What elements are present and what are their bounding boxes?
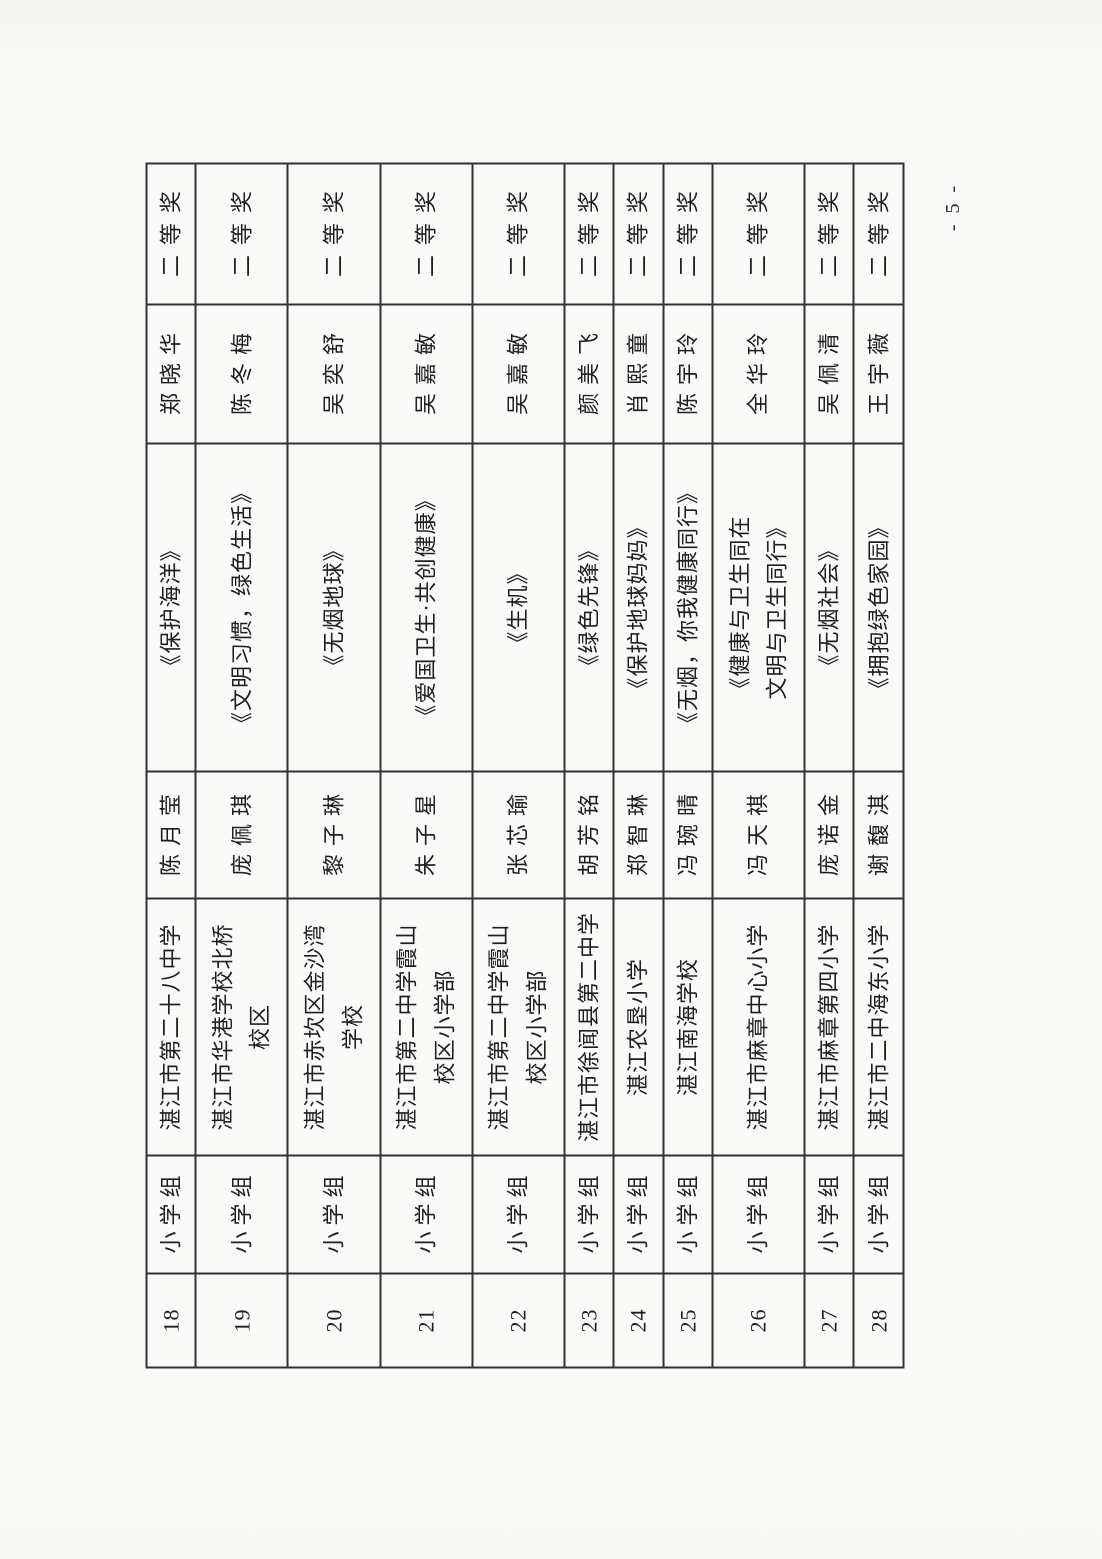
cell-work-title: 《生机》 <box>472 443 565 772</box>
cell-teacher: 吴奕舒 <box>287 304 381 444</box>
table-row: 25 小学组 湛江南海学校 冯琬晴 《无烟，你我健康同行》 陈宇玲 二等奖 <box>663 163 713 1368</box>
cell-group: 小学组 <box>380 1155 473 1274</box>
table-row: 27 小学组 湛江市麻章第四小学 庞诺金 《无烟社会》 吴佩清 二等奖 <box>804 163 854 1368</box>
cell-work-title: 《无烟社会》 <box>804 443 854 772</box>
cell-school: 湛江市麻章中心小学 <box>712 898 805 1156</box>
cell-award: 二等奖 <box>853 163 904 305</box>
cell-award: 二等奖 <box>472 163 565 305</box>
cell-school: 湛江南海学校 <box>663 898 713 1156</box>
cell-school: 湛江市二中海东小学 <box>853 898 904 1156</box>
cell-group: 小学组 <box>712 1155 805 1274</box>
cell-school: 湛江市赤坎区金沙湾 学校 <box>287 898 381 1156</box>
cell-teacher: 陈冬梅 <box>195 304 288 444</box>
cell-work-title: 《保护海洋》 <box>146 443 196 772</box>
cell-school: 湛江市第二中学霞山 校区小学部 <box>380 898 473 1156</box>
cell-group: 小学组 <box>564 1155 614 1274</box>
cell-work-title: 《文明习惯，绿色生活》 <box>195 443 288 772</box>
rotated-awards-table-container: 18 小学组 湛江市第二十八中学 陈月莹 《保护海洋》 郑晓华 二等奖 19 小学组 湛江市华港学… <box>146 163 905 1369</box>
cell-work-title: 《健康与卫生同在 文明与卫生同行》 <box>712 443 805 772</box>
cell-teacher: 郑晓华 <box>146 304 196 444</box>
cell-award: 二等奖 <box>380 163 473 305</box>
cell-serial-number: 21 <box>380 1273 473 1368</box>
cell-serial-number: 20 <box>287 1273 381 1368</box>
cell-award: 二等奖 <box>613 163 663 305</box>
cell-author: 张芯瑜 <box>472 771 565 899</box>
cell-author: 庞诺金 <box>804 771 854 899</box>
awards-table: 18 小学组 湛江市第二十八中学 陈月莹 《保护海洋》 郑晓华 二等奖 19 小学组 湛江市华港学… <box>146 163 905 1369</box>
cell-author: 朱子星 <box>380 771 473 899</box>
cell-author: 陈月莹 <box>146 771 196 899</box>
cell-serial-number: 19 <box>195 1273 288 1368</box>
cell-group: 小学组 <box>804 1155 854 1274</box>
table-row: 20 小学组 湛江市赤坎区金沙湾 学校 黎子琳 《无烟地球》 吴奕舒 二等奖 <box>287 163 381 1368</box>
table-row: 28 小学组 湛江市二中海东小学 谢馥淇 《拥抱绿色家园》 王宇薇 二等奖 <box>853 163 904 1368</box>
cell-author: 胡芳铭 <box>564 771 614 899</box>
table-row: 19 小学组 湛江市华港学校北桥 校区 庞佩琪 《文明习惯，绿色生活》 陈冬梅 二等奖 <box>195 163 288 1368</box>
cell-group: 小学组 <box>287 1155 381 1274</box>
cell-group: 小学组 <box>853 1155 904 1274</box>
cell-work-title: 《保护地球妈妈》 <box>613 443 663 772</box>
cell-group: 小学组 <box>613 1155 663 1274</box>
table-row: 21 小学组 湛江市第二中学霞山 校区小学部 朱子星 《爱国卫生·共创健康》 吴嘉敏 二等奖 <box>380 163 473 1368</box>
cell-award: 二等奖 <box>804 163 854 305</box>
cell-serial-number: 28 <box>853 1273 904 1368</box>
cell-serial-number: 22 <box>472 1273 565 1368</box>
cell-work-title: 《爱国卫生·共创健康》 <box>380 443 473 772</box>
cell-award: 二等奖 <box>146 163 196 305</box>
cell-group: 小学组 <box>195 1155 288 1274</box>
cell-award: 二等奖 <box>287 163 381 305</box>
table-row: 22 小学组 湛江市第二中学霞山 校区小学部 张芯瑜 《生机》 吴嘉敏 二等奖 <box>472 163 565 1368</box>
cell-author: 郑智琳 <box>613 771 663 899</box>
cell-group: 小学组 <box>472 1155 565 1274</box>
cell-award: 二等奖 <box>564 163 614 305</box>
cell-author: 冯琬晴 <box>663 771 713 899</box>
cell-group: 小学组 <box>146 1155 196 1274</box>
cell-serial-number: 24 <box>613 1273 663 1368</box>
table-row: 18 小学组 湛江市第二十八中学 陈月莹 《保护海洋》 郑晓华 二等奖 <box>146 163 196 1368</box>
cell-teacher: 肖熙童 <box>613 304 663 444</box>
cell-group: 小学组 <box>663 1155 713 1274</box>
cell-serial-number: 18 <box>146 1273 196 1368</box>
cell-author: 庞佩琪 <box>195 771 288 899</box>
cell-teacher: 吴佩清 <box>804 304 854 444</box>
cell-school: 湛江农垦小学 <box>613 898 663 1156</box>
page-number: - 5 - <box>942 182 964 232</box>
cell-serial-number: 23 <box>564 1273 614 1368</box>
cell-school: 湛江市华港学校北桥 校区 <box>195 898 288 1156</box>
cell-award: 二等奖 <box>663 163 713 305</box>
cell-work-title: 《绿色先锋》 <box>564 443 614 772</box>
cell-author: 黎子琳 <box>287 771 381 899</box>
cell-work-title: 《无烟，你我健康同行》 <box>663 443 713 772</box>
cell-teacher: 全华玲 <box>712 304 805 444</box>
table-row: 23 小学组 湛江市徐闻县第二中学 胡芳铭 《绿色先锋》 颜美飞 二等奖 <box>564 163 614 1368</box>
cell-author: 冯天祺 <box>712 771 805 899</box>
cell-award: 二等奖 <box>712 163 805 305</box>
cell-teacher: 陈宇玲 <box>663 304 713 444</box>
cell-author: 谢馥淇 <box>853 771 904 899</box>
cell-serial-number: 25 <box>663 1273 713 1368</box>
cell-teacher: 王宇薇 <box>853 304 904 444</box>
cell-work-title: 《无烟地球》 <box>287 443 381 772</box>
cell-serial-number: 27 <box>804 1273 854 1368</box>
cell-teacher: 吴嘉敏 <box>380 304 473 444</box>
cell-school: 湛江市第二十八中学 <box>146 898 196 1156</box>
table-row: 24 小学组 湛江农垦小学 郑智琳 《保护地球妈妈》 肖熙童 二等奖 <box>613 163 663 1368</box>
cell-teacher: 颜美飞 <box>564 304 614 444</box>
cell-work-title: 《拥抱绿色家园》 <box>853 443 904 772</box>
table-row: 26 小学组 湛江市麻章中心小学 冯天祺 《健康与卫生同在 文明与卫生同行》 全华玲 二等奖 <box>712 163 805 1368</box>
cell-teacher: 吴嘉敏 <box>472 304 565 444</box>
cell-serial-number: 26 <box>712 1273 805 1368</box>
cell-school: 湛江市麻章第四小学 <box>804 898 854 1156</box>
cell-school: 湛江市徐闻县第二中学 <box>564 898 614 1156</box>
cell-award: 二等奖 <box>195 163 288 305</box>
cell-school: 湛江市第二中学霞山 校区小学部 <box>472 898 565 1156</box>
